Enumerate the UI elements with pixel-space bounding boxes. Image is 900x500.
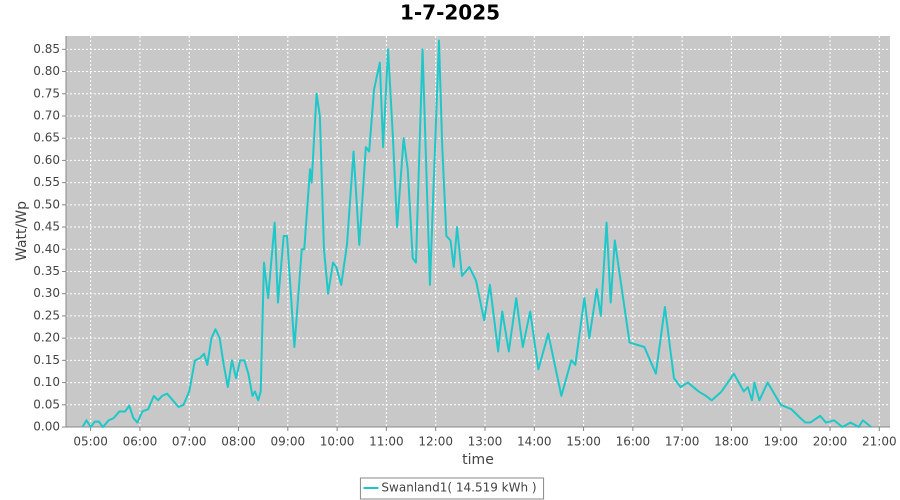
x-tick-label: 15:00 (566, 435, 601, 449)
plot-area (66, 36, 890, 427)
x-tick-label: 11:00 (369, 435, 404, 449)
legend: Swanland1( 14.519 kWh ) (359, 477, 545, 500)
legend-box (359, 477, 545, 500)
x-tick-label: 14:00 (517, 435, 552, 449)
x-tick-label: 16:00 (616, 435, 651, 449)
x-tick-label: 08:00 (221, 435, 256, 449)
y-tick-label: 0.15 (33, 353, 60, 367)
x-tick-label: 17:00 (665, 435, 700, 449)
y-tick-label: 0.25 (33, 308, 60, 322)
x-tick-label: 19:00 (763, 435, 798, 449)
y-tick-label: 0.70 (33, 108, 60, 122)
chart-title: 1-7-2025 (400, 1, 500, 25)
x-tick-label: 07:00 (172, 435, 207, 449)
x-tick-label: 21:00 (862, 435, 897, 449)
y-tick-label: 0.85 (33, 42, 60, 56)
x-tick-label: 05:00 (73, 435, 108, 449)
y-tick-label: 0.50 (33, 197, 60, 211)
series-line (81, 39, 872, 428)
y-tick-label: 0.20 (33, 331, 60, 345)
legend-label: Swanland1( 14.519 kWh ) (381, 481, 536, 495)
y-tick-label: 0.75 (33, 86, 60, 100)
x-tick-label: 13:00 (468, 435, 503, 449)
x-tick-label: 20:00 (813, 435, 848, 449)
y-tick-label: 0.65 (33, 131, 60, 145)
y-tick-label: 0.45 (33, 220, 60, 234)
x-tick-label: 18:00 (714, 435, 749, 449)
x-axis-label: time (462, 452, 494, 468)
y-tick-label: 0.30 (33, 286, 60, 300)
y-axis-label: Watt/Wp (14, 201, 30, 261)
y-tick-label: 0.80 (33, 64, 60, 78)
y-tick-label: 0.05 (33, 397, 60, 411)
y-tick-label: 0.00 (33, 420, 60, 434)
y-tick-label: 0.60 (33, 153, 60, 167)
y-tick-label: 0.35 (33, 264, 60, 278)
y-tick-label: 0.40 (33, 242, 60, 256)
x-tick-label: 09:00 (271, 435, 306, 449)
y-tick-label: 0.55 (33, 175, 60, 189)
x-tick-label: 12:00 (418, 435, 453, 449)
x-tick-label: 10:00 (320, 435, 355, 449)
x-tick-label: 06:00 (123, 435, 158, 449)
y-tick-label: 0.10 (33, 375, 60, 389)
